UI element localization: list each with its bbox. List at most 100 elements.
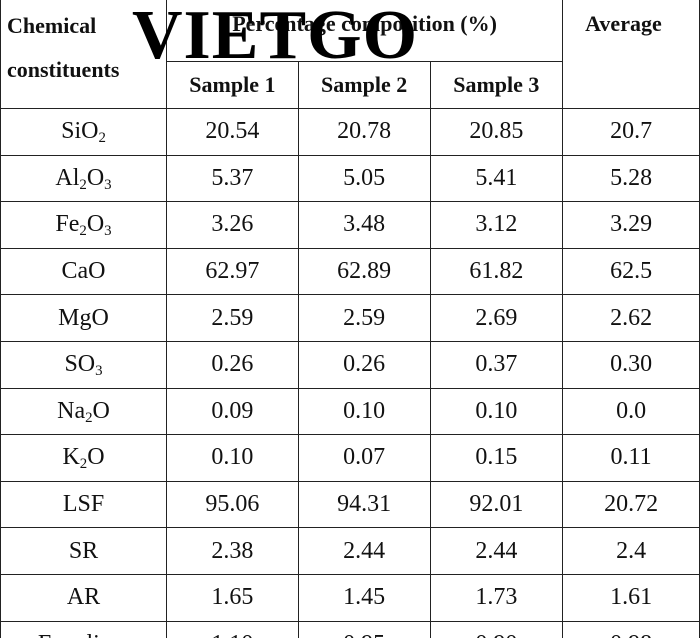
table-row: SR 2.38 2.44 2.44 2.4	[0, 527, 700, 575]
constituent-label-text: O	[86, 164, 105, 191]
constituent-label-subscript: 3	[104, 223, 112, 240]
sample-3-cell: 92.01	[429, 480, 564, 529]
table-row: SO3 0.26 0.26 0.37 0.30	[0, 340, 700, 389]
sample-2-cell: 3.48	[297, 201, 431, 249]
table-row: CaO 62.97 62.89 61.82 62.5	[0, 247, 700, 296]
sample-3-cell: 2.69	[429, 294, 564, 342]
sample-1-cell: 3.26	[166, 201, 299, 249]
constituent-label-text: O	[81, 118, 99, 145]
constituent-label: MgO	[0, 294, 167, 342]
constituent-label-text: Free lime	[38, 631, 129, 638]
constituent-label-subscript: 2	[79, 177, 87, 194]
table-row: K2O 0.10 0.07 0.15 0.11	[0, 434, 700, 482]
sample-2-cell: 0.10	[297, 387, 431, 436]
constituent-label: LSF	[0, 480, 167, 529]
constituent-label-text: O	[86, 211, 105, 238]
sample-3-cell: 2.44	[429, 527, 564, 575]
average-cell: 5.28	[562, 154, 700, 203]
sample-2-cell: 94.31	[297, 480, 431, 529]
average-cell: 20.72	[562, 480, 700, 529]
average-cell: 2.4	[562, 527, 700, 575]
sample-1-cell: 2.38	[166, 527, 299, 575]
sample-2-cell: 5.05	[297, 154, 431, 203]
constituent-label: AR	[0, 573, 167, 622]
table-row: Al2O3 5.37 5.05 5.41 5.28	[0, 154, 700, 203]
sample-3-cell: 0.90	[429, 620, 564, 638]
sample-3-header: Sample 3	[429, 61, 564, 109]
sample-3-cell: 0.15	[429, 434, 564, 482]
table-row: AR 1.65 1.45 1.73 1.61	[0, 573, 700, 622]
average-header: Average	[562, 0, 700, 109]
sample-2-cell: 2.44	[297, 527, 431, 575]
header-row-2: Sample 1 Sample 2 Sample 3	[1, 61, 700, 109]
sample-1-cell: 62.97	[166, 247, 299, 296]
constituent-label-subscript: 3	[104, 177, 112, 194]
constituent-label-text: SR	[68, 537, 99, 564]
average-cell: 0.98	[562, 620, 700, 638]
sample-1-cell: 20.54	[166, 108, 299, 156]
table-row: SiO2 20.54 20.78 20.85 20.7	[0, 108, 700, 156]
header-row-1: Chemical constituents Percentage composi…	[0, 0, 700, 109]
table-row: LSF 95.06 94.31 92.01 20.72	[0, 480, 700, 529]
average-cell: 1.61	[562, 573, 700, 622]
average-cell: 0.0	[562, 387, 700, 436]
sample-2-cell: 2.59	[297, 294, 431, 342]
sample-1-cell: 1.10	[166, 620, 299, 638]
sample-1-cell: 0.09	[166, 387, 299, 436]
sample-2-cell: 20.78	[297, 108, 431, 156]
constituent-label-subscript: 2	[85, 410, 93, 427]
constituent-label: Fe2O3	[0, 201, 167, 249]
table-body: SiO2 20.54 20.78 20.85 20.7 Al2O3 5.37 5.05 5.41…	[0, 108, 700, 638]
constituent-label-subscript: 2	[79, 456, 88, 473]
constituent-label-subscript: 3	[95, 363, 103, 380]
sample-1-cell: 1.65	[166, 573, 299, 622]
constituent-label-text: LSF	[62, 491, 105, 518]
sample-3-cell: 61.82	[429, 247, 564, 296]
average-cell: 20.7	[562, 108, 700, 156]
constituent-label-text: MgO	[58, 304, 109, 331]
constituent-label: CaO	[0, 247, 167, 296]
sample-2-cell: 1.45	[297, 573, 431, 622]
average-cell: 62.5	[562, 247, 700, 296]
sample-2-cell: 0.95	[297, 620, 431, 638]
constituent-label: SiO2	[0, 108, 167, 156]
constituent-label-text: O	[92, 397, 110, 424]
constituent-label-text: Al	[55, 164, 80, 191]
constituent-label-subscript: 2	[79, 223, 87, 240]
constituent-label: SR	[0, 527, 167, 575]
constituent-label: K2O	[0, 434, 167, 482]
constituent-label-text: Si	[61, 118, 82, 145]
sample-1-cell: 2.59	[166, 294, 299, 342]
average-cell: 2.62	[562, 294, 700, 342]
constituent-label: Na2O	[0, 387, 167, 436]
constituent-label-text: AR	[66, 584, 101, 611]
sample-3-cell: 1.73	[429, 573, 564, 622]
sample-2-cell: 62.89	[297, 247, 431, 296]
constituent-label-text: K	[62, 444, 80, 471]
constituent-label-text: SO	[64, 351, 96, 378]
constituent-label-text: O	[87, 444, 105, 471]
sample-3-cell: 20.85	[429, 108, 564, 156]
constituent-label-text: CaO	[61, 258, 106, 285]
average-cell: 0.11	[562, 434, 700, 482]
constituent-label-subscript: 2	[98, 130, 106, 147]
sample-1-cell: 0.10	[166, 434, 299, 482]
sample-3-cell: 3.12	[429, 201, 564, 249]
constituent-label-text: Na	[57, 397, 86, 424]
sample-1-header: Sample 1	[166, 61, 299, 109]
constituent-label-text: Fe	[55, 211, 80, 238]
sample-1-cell: 5.37	[166, 154, 299, 203]
average-cell: 0.30	[562, 340, 700, 389]
sample-3-cell: 0.37	[429, 340, 564, 389]
constituents-header-line1: Chemical	[7, 12, 97, 38]
constituents-header-line2: constituents	[7, 56, 120, 82]
table-row: Free lime 1.100.950.900.98	[0, 620, 700, 638]
constituent-label: Free lime	[0, 620, 167, 638]
sample-1-cell: 95.06	[166, 480, 299, 529]
sample-3-cell: 0.10	[429, 387, 564, 436]
sample-1-cell: 0.26	[166, 340, 299, 389]
sample-3-cell: 5.41	[429, 154, 564, 203]
constituent-label: SO3	[0, 340, 167, 389]
